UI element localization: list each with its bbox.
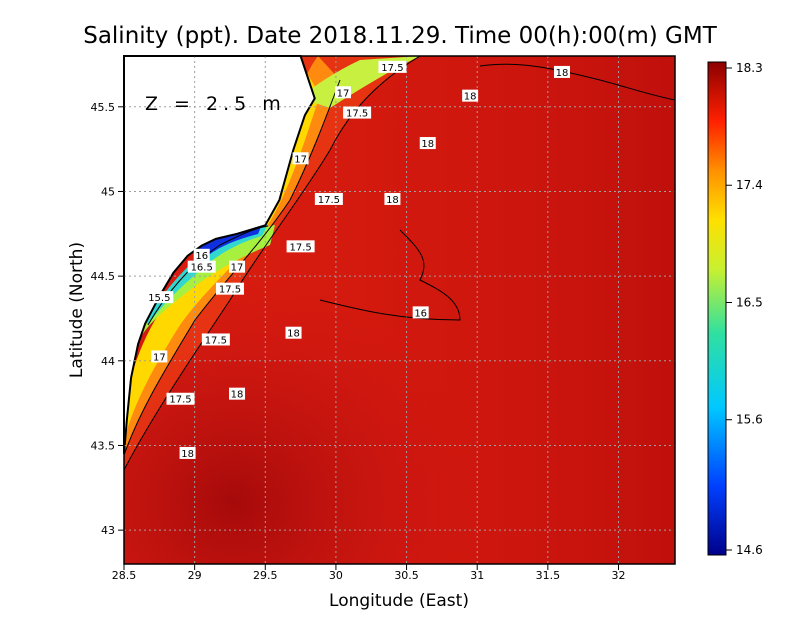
contour-label: 18 — [464, 92, 477, 103]
contour-label-box — [145, 291, 174, 304]
contour-label-box — [462, 89, 479, 102]
contour-label-box — [151, 350, 168, 363]
contour-label-box — [314, 192, 343, 205]
contour-label-box — [343, 106, 372, 119]
y-tick-label: 45.5 — [91, 101, 116, 114]
contour-label: 17.5 — [346, 109, 368, 120]
contour-label-box — [292, 152, 309, 165]
x-tick-label: 32 — [611, 569, 625, 582]
colorbar-tick-label: 16.5 — [736, 295, 763, 309]
chart-title: Salinity (ppt). Date 2018.11.29. Time 00… — [83, 23, 717, 49]
contour-label: 18 — [287, 329, 300, 340]
contour-label: 17 — [337, 88, 350, 99]
contour-label: 18 — [231, 390, 244, 401]
grid-lines — [123, 56, 675, 564]
x-tick-label: 31 — [470, 569, 484, 582]
contour-label-box — [215, 282, 244, 295]
x-tick-label: 31.5 — [536, 569, 561, 582]
colorbar-tick-label: 15.6 — [736, 413, 763, 427]
colorbar-ticks: 18.3 17.4 16.5 15.6 14.6 — [726, 61, 763, 557]
land-mass — [123, 55, 316, 455]
contour-label: 16.5 — [191, 263, 213, 274]
x-tick-label: 29 — [188, 569, 202, 582]
contour-label: 18 — [386, 195, 399, 206]
contour-label-box — [412, 306, 429, 319]
plot-frame — [123, 55, 676, 565]
contour-label: 17.5 — [205, 335, 227, 346]
contour-label: 18 — [181, 449, 194, 460]
contour-label-box — [179, 446, 196, 459]
colorbar-tick-label: 18.3 — [736, 61, 763, 75]
contour-label-box — [384, 192, 401, 205]
contour-label-box — [201, 333, 230, 346]
x-tick-label: 28.5 — [112, 569, 137, 582]
x-tick-label: 30.5 — [394, 569, 419, 582]
contour-label-box — [166, 392, 195, 405]
y-tick-label: 43.5 — [91, 439, 116, 452]
contour-label-box — [286, 240, 315, 253]
contour-label: 17.5 — [219, 285, 241, 296]
contour-label: 17.5 — [381, 63, 403, 74]
contour-label-box — [193, 248, 210, 261]
contour-label-box — [419, 137, 436, 150]
contour-label: 17 — [153, 352, 166, 363]
contour-label-box — [378, 60, 407, 73]
colorbar-tick-label: 17.4 — [736, 178, 763, 192]
contour-label-box — [229, 260, 246, 273]
contour-label: 17 — [231, 263, 244, 274]
y-axis-ticks: 43 43.5 44 44.5 45 45.5 — [91, 101, 124, 537]
colorbar — [707, 61, 727, 556]
y-tick-label: 45 — [101, 185, 115, 198]
contour-label-box — [187, 260, 216, 273]
y-tick-label: 43 — [101, 524, 115, 537]
contour-label-box — [334, 86, 351, 99]
contour-label: 18 — [556, 68, 569, 79]
plume-green — [140, 225, 275, 335]
y-axis-label: Latitude (North) — [67, 242, 87, 378]
colorbar-tick-label: 14.6 — [736, 543, 763, 557]
contour-label: 17 — [294, 154, 307, 165]
contour-label-box — [285, 326, 302, 339]
x-tick-label: 30 — [329, 569, 343, 582]
contour-label: 15.5 — [148, 293, 170, 304]
depth-label: Z = 2.5 m — [145, 93, 286, 115]
x-axis-label: Longitude (East) — [329, 591, 469, 611]
contour-label: 18 — [421, 139, 434, 150]
contour-label: 17.5 — [289, 242, 311, 253]
contour-label-box — [229, 387, 246, 400]
x-tick-label: 29.5 — [253, 569, 278, 582]
y-tick-label: 44 — [101, 355, 115, 368]
x-axis-ticks: 28.5 29 29.5 30 30.5 31 31.5 32 — [112, 564, 625, 582]
contour-label: 16 — [414, 308, 427, 319]
contour-label: 17.5 — [169, 395, 191, 406]
contour-label: 16 — [195, 251, 208, 262]
contour-label-box — [553, 65, 570, 78]
y-tick-label: 44.5 — [91, 270, 116, 283]
contour-label: 17.5 — [318, 195, 340, 206]
